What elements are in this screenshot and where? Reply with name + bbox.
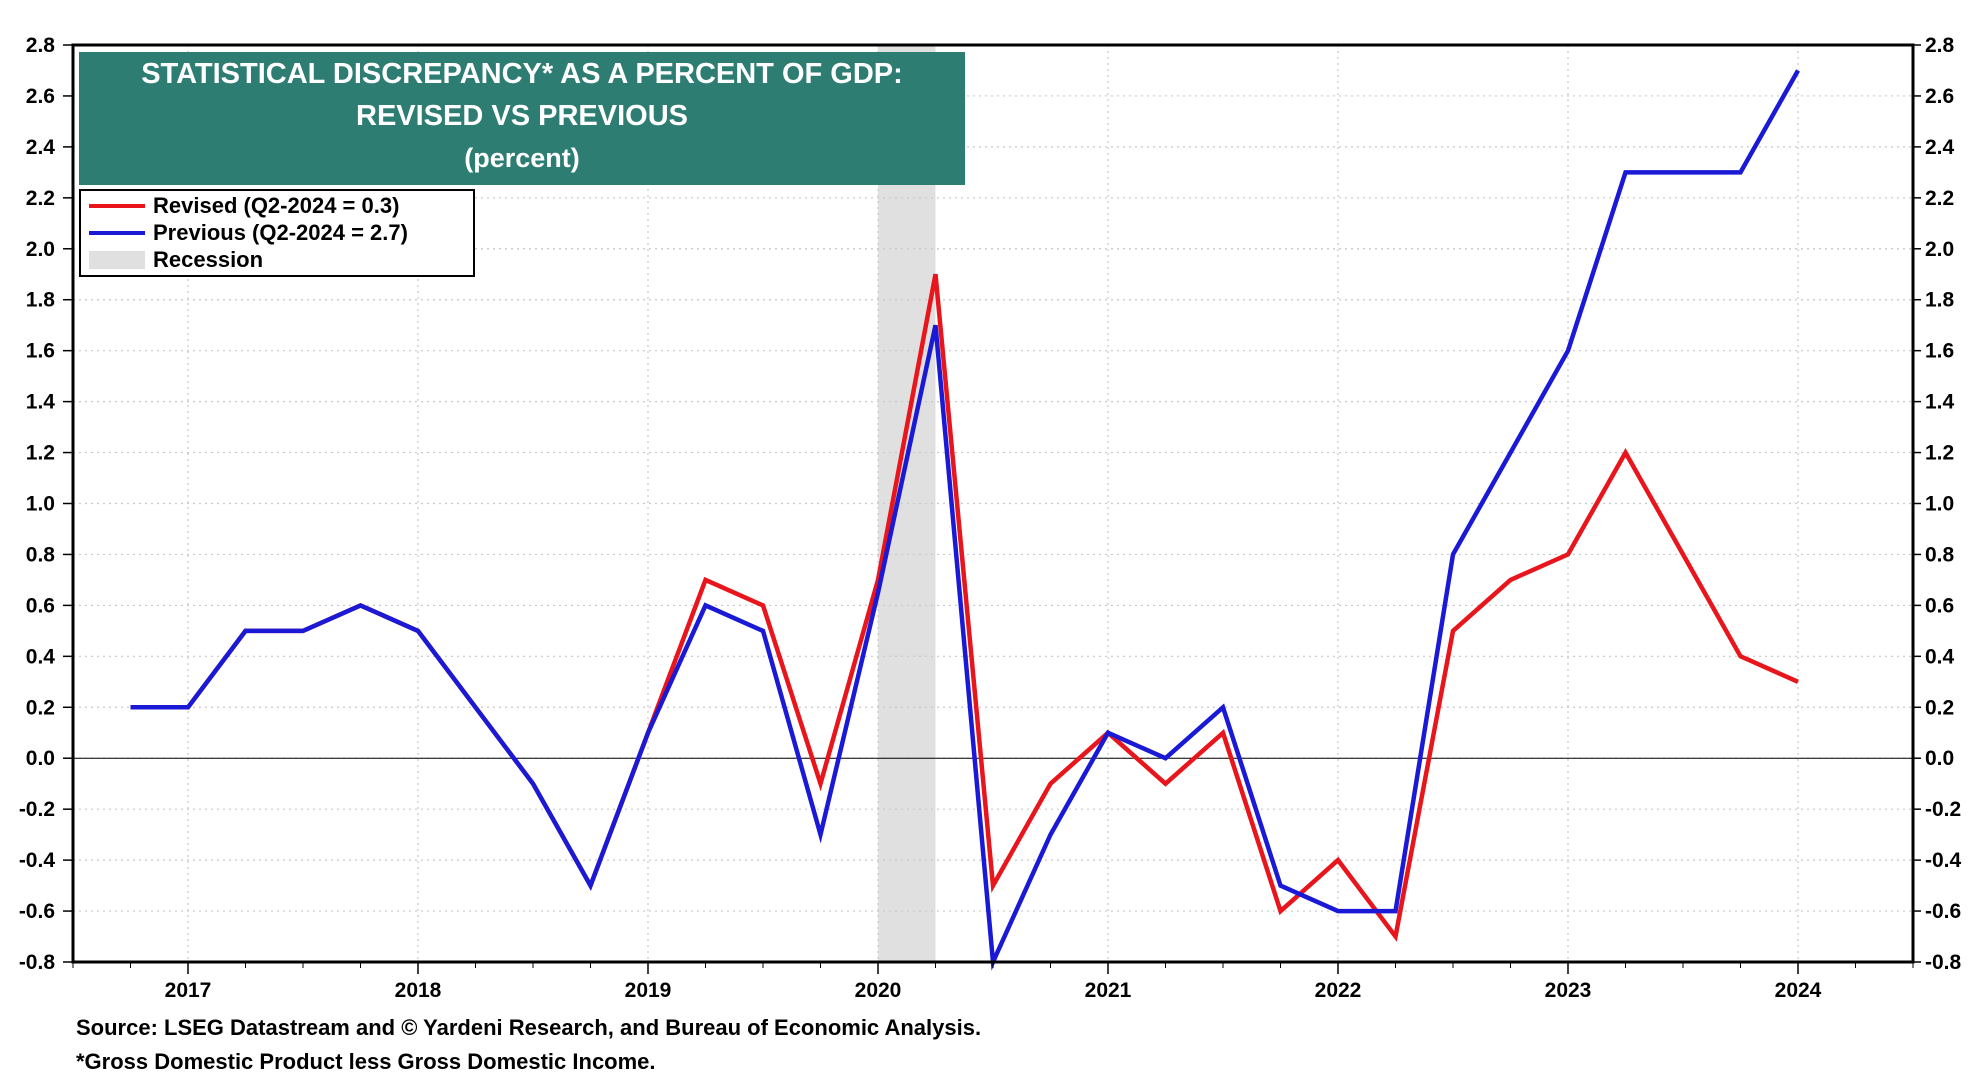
y-tick-label-right: 0.4 xyxy=(1925,645,1955,668)
x-tick-label: 2018 xyxy=(395,979,442,1002)
y-tick-label-left: -0.8 xyxy=(19,951,56,974)
chart-title-box: STATISTICAL DISCREPANCY* AS A PERCENT OF… xyxy=(79,52,965,185)
x-tick-label: 2023 xyxy=(1545,979,1592,1002)
legend-item-previous: Previous (Q2-2024 = 2.7) xyxy=(81,220,473,246)
y-tick-label-left: 1.0 xyxy=(26,493,55,516)
y-tick-label-left: 2.8 xyxy=(26,34,56,57)
y-tick-label-right: 2.8 xyxy=(1925,34,1955,57)
legend-swatch-recession xyxy=(89,251,145,269)
y-tick-label-right: 1.2 xyxy=(1925,442,1954,465)
y-tick-label-left: 2.6 xyxy=(26,85,55,108)
y-tick-label-left: 0.8 xyxy=(26,543,56,566)
series-line-previous xyxy=(130,69,1800,971)
legend: Revised (Q2-2024 = 0.3) Previous (Q2-202… xyxy=(79,189,475,277)
series-group xyxy=(130,69,1800,971)
y-tick-label-left: 0.6 xyxy=(26,594,55,617)
y-tick-label-right: -0.8 xyxy=(1925,951,1962,974)
y-axis-left: 2.8 2.6 2.4 2.2 2.0 1.8 1.6 1.4 1.2 1.0 0.8 0.6 0.4 0… xyxy=(19,34,73,974)
y-tick-label-right: -0.2 xyxy=(1925,798,1961,821)
y-tick-label-left: 2.0 xyxy=(26,238,55,261)
y-tick-label-right: 2.4 xyxy=(1925,136,1955,159)
chart-title-line1: STATISTICAL DISCREPANCY* AS A PERCENT OF… xyxy=(141,58,903,90)
legend-item-revised: Revised (Q2-2024 = 0.3) xyxy=(81,193,473,219)
legend-item-recession: Recession xyxy=(81,247,473,273)
y-tick-label-right: 1.0 xyxy=(1925,493,1954,516)
y-tick-label-right: -0.4 xyxy=(1925,849,1962,872)
x-tick-label: 2017 xyxy=(165,979,212,1002)
chart-title-line2: REVISED VS PREVIOUS xyxy=(356,100,688,132)
chart-title-line3: (percent) xyxy=(464,143,580,173)
y-tick-label-left: 1.4 xyxy=(26,391,56,414)
y-tick-label-right: 0.2 xyxy=(1925,696,1954,719)
y-axis-right: 2.8 2.6 2.4 2.2 2.0 1.8 1.6 1.4 1.2 1.0 0.8 0.6 0.4 0… xyxy=(1913,34,1962,974)
y-tick-label-right: 0.0 xyxy=(1925,747,1954,770)
legend-swatch-revised xyxy=(89,204,145,208)
x-tick-label: 2020 xyxy=(855,979,902,1002)
x-tick-label: 2019 xyxy=(625,979,672,1002)
y-tick-label-left: -0.2 xyxy=(19,798,55,821)
legend-swatch-previous xyxy=(89,231,145,235)
x-tick-label: 2022 xyxy=(1315,979,1362,1002)
y-tick-label-right: 0.6 xyxy=(1925,594,1954,617)
y-tick-label-left: 0.2 xyxy=(26,696,55,719)
x-tick-label: 2021 xyxy=(1085,979,1132,1002)
y-tick-label-right: 2.2 xyxy=(1925,187,1954,210)
y-tick-label-right: 0.8 xyxy=(1925,543,1955,566)
y-tick-label-right: 2.0 xyxy=(1925,238,1954,261)
legend-label-revised: Revised (Q2-2024 = 0.3) xyxy=(153,193,400,218)
source-note: Source: LSEG Datastream and © Yardeni Re… xyxy=(76,1015,982,1040)
y-tick-label-right: 1.6 xyxy=(1925,340,1954,363)
y-tick-label-left: -0.4 xyxy=(19,849,56,872)
y-tick-label-left: 2.2 xyxy=(26,187,55,210)
y-tick-label-left: 2.4 xyxy=(26,136,56,159)
definition-note: *Gross Domestic Product less Gross Domes… xyxy=(76,1049,656,1074)
y-tick-label-right: -0.6 xyxy=(1925,900,1961,923)
y-tick-label-left: 0.0 xyxy=(26,747,55,770)
y-tick-label-left: -0.6 xyxy=(19,900,55,923)
y-tick-label-left: 0.4 xyxy=(26,645,56,668)
y-tick-label-right: 2.6 xyxy=(1925,85,1954,108)
x-tick-label: 2024 xyxy=(1775,979,1822,1002)
y-tick-label-right: 1.8 xyxy=(1925,289,1955,312)
y-tick-label-left: 1.2 xyxy=(26,442,55,465)
y-tick-label-right: 1.4 xyxy=(1925,391,1955,414)
legend-label-previous: Previous (Q2-2024 = 2.7) xyxy=(153,220,408,245)
y-tick-label-left: 1.6 xyxy=(26,340,55,363)
y-tick-label-left: 1.8 xyxy=(26,289,56,312)
x-axis: 2017 2018 2019 2020 2021 2022 2023 2024 xyxy=(72,962,1914,1002)
legend-label-recession: Recession xyxy=(153,247,264,272)
